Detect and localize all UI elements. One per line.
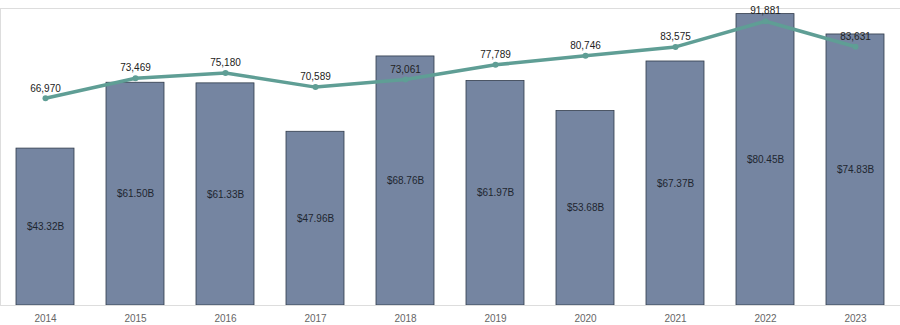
svg-text:73,061: 73,061 bbox=[390, 64, 421, 75]
svg-text:$61.97B: $61.97B bbox=[477, 187, 515, 198]
svg-text:$61.50B: $61.50B bbox=[117, 188, 155, 199]
svg-text:$68.76B: $68.76B bbox=[387, 175, 425, 186]
svg-text:75,180: 75,180 bbox=[210, 57, 241, 68]
svg-text:2017: 2017 bbox=[304, 313, 327, 324]
svg-text:83,631: 83,631 bbox=[840, 31, 871, 42]
svg-text:2020: 2020 bbox=[574, 313, 597, 324]
svg-text:2016: 2016 bbox=[214, 313, 237, 324]
svg-text:83,575: 83,575 bbox=[660, 31, 691, 42]
svg-text:2014: 2014 bbox=[34, 313, 57, 324]
svg-text:$43.32B: $43.32B bbox=[27, 221, 65, 232]
svg-text:$74.83B: $74.83B bbox=[837, 164, 875, 175]
svg-text:2022: 2022 bbox=[754, 313, 777, 324]
svg-text:80,746: 80,746 bbox=[570, 40, 601, 51]
svg-text:91,881: 91,881 bbox=[750, 5, 781, 16]
svg-text:$67.37B: $67.37B bbox=[657, 178, 695, 189]
svg-text:2021: 2021 bbox=[664, 313, 687, 324]
svg-text:2019: 2019 bbox=[484, 313, 507, 324]
svg-text:$80.45B: $80.45B bbox=[747, 154, 785, 165]
svg-text:2023: 2023 bbox=[844, 313, 867, 324]
svg-text:73,469: 73,469 bbox=[120, 62, 151, 73]
svg-text:$47.96B: $47.96B bbox=[297, 213, 335, 224]
svg-text:77,789: 77,789 bbox=[480, 49, 511, 60]
svg-text:66,970: 66,970 bbox=[30, 83, 61, 94]
svg-text:2018: 2018 bbox=[394, 313, 417, 324]
svg-text:$61.33B: $61.33B bbox=[207, 189, 245, 200]
svg-text:$53.68B: $53.68B bbox=[567, 202, 605, 213]
svg-text:70,589: 70,589 bbox=[300, 71, 331, 82]
svg-text:2015: 2015 bbox=[124, 313, 147, 324]
